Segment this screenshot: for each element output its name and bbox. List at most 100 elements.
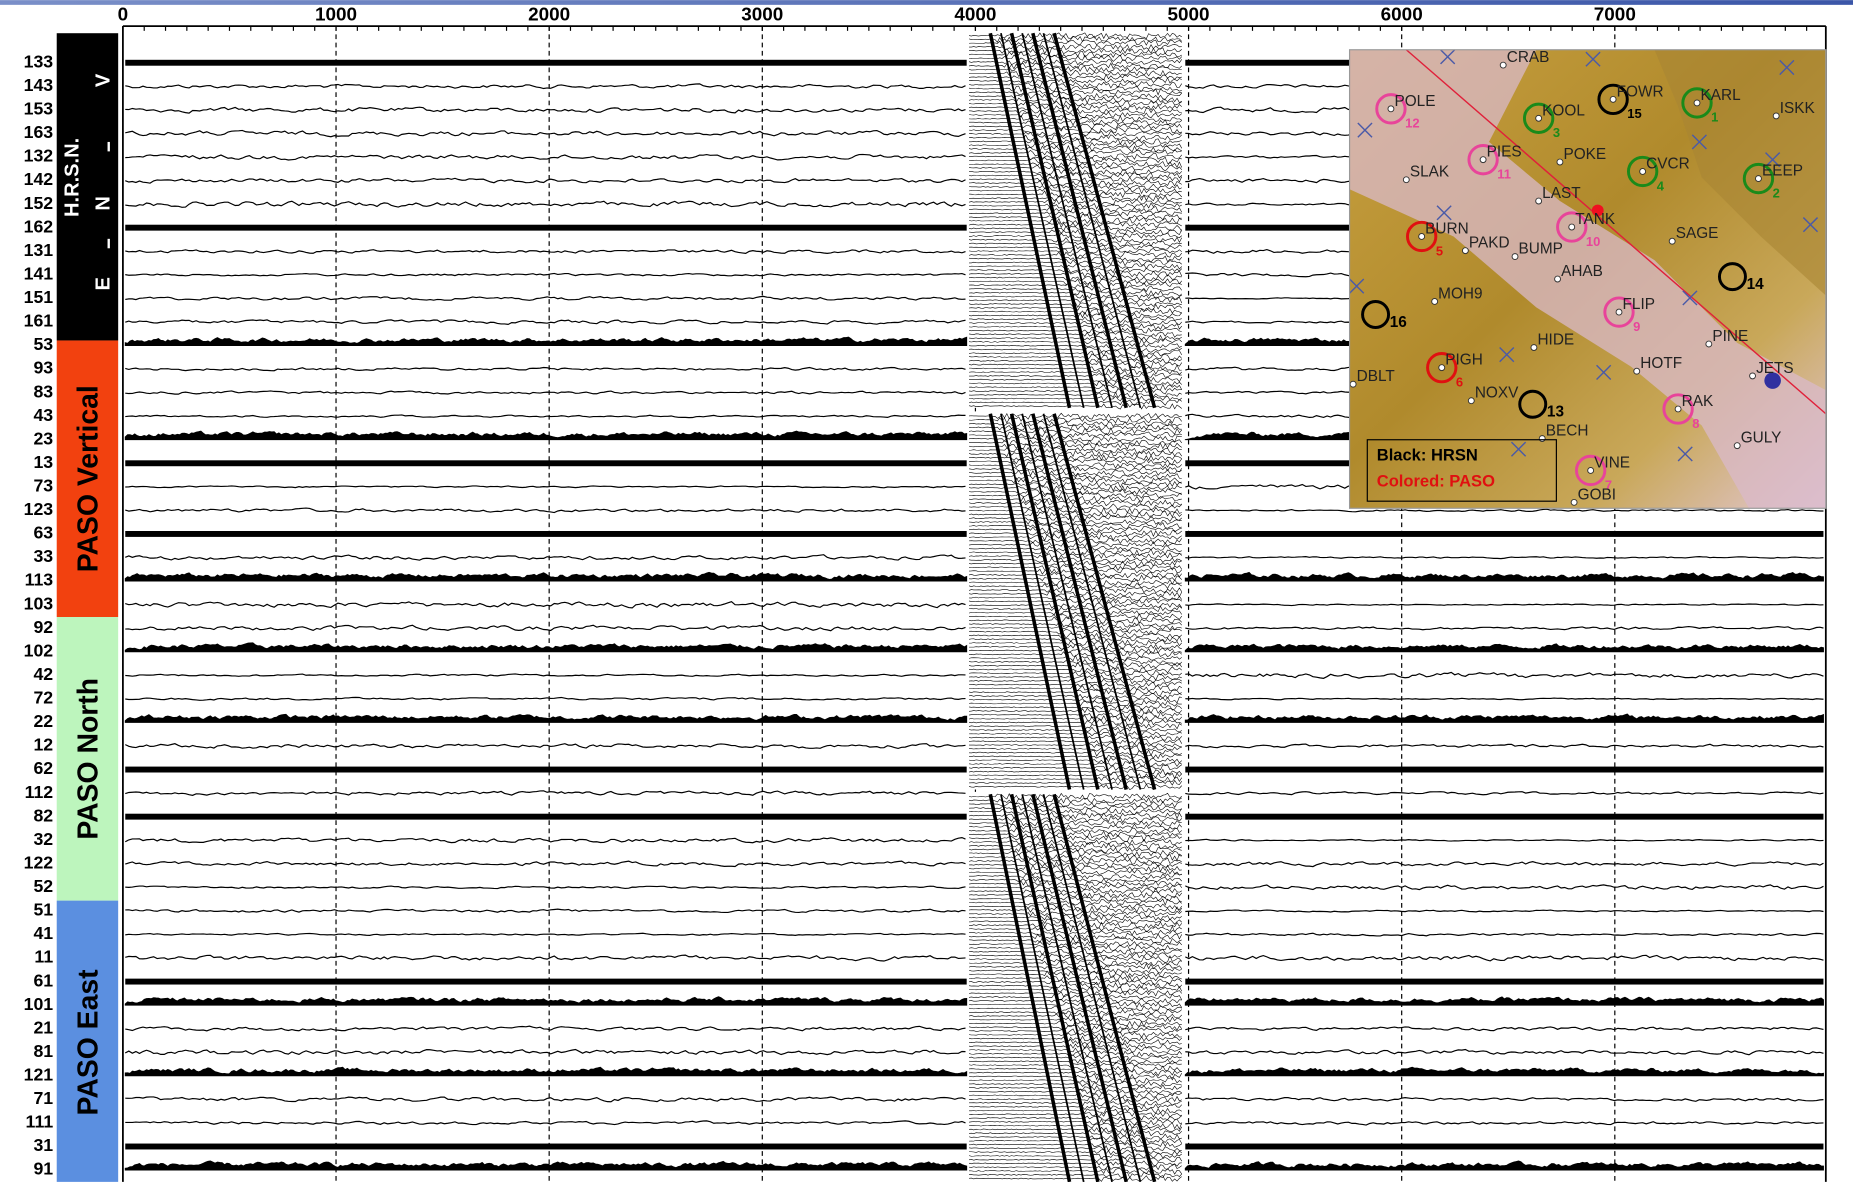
station — [1536, 115, 1542, 121]
station-number: 2 — [1773, 185, 1780, 200]
station-number: 5 — [1436, 243, 1443, 258]
trace — [125, 1026, 965, 1031]
group-label: PASO North — [72, 678, 104, 840]
station — [1555, 276, 1561, 282]
station-name: EEEP — [1762, 163, 1803, 180]
station — [1640, 169, 1646, 175]
trace — [1185, 509, 1823, 512]
trace — [125, 368, 965, 371]
station-name: AHAB — [1561, 263, 1603, 280]
trace-label: 141 — [24, 263, 54, 283]
trace — [1185, 997, 1823, 1005]
station-name: HOTF — [1640, 355, 1682, 372]
trace-label: 71 — [33, 1088, 53, 1108]
station-name: GOBI — [1578, 486, 1616, 503]
station — [1462, 248, 1468, 254]
station-number: 6 — [1456, 374, 1463, 389]
trace-label: 151 — [24, 287, 54, 307]
trace — [1185, 933, 1823, 936]
station — [1419, 234, 1425, 240]
x-tick-label: 1000 — [315, 4, 357, 25]
trace-label: 82 — [33, 805, 53, 825]
trace — [125, 130, 965, 136]
station-name: POLE — [1394, 93, 1435, 110]
x-tick-label: 0 — [118, 4, 129, 25]
trace — [1185, 1067, 1823, 1076]
trace-label: 93 — [33, 358, 53, 378]
trace — [1185, 644, 1823, 652]
trace-label: 12 — [33, 735, 53, 755]
trace — [125, 838, 965, 843]
station-name: JETS — [1756, 360, 1794, 377]
trace — [1185, 1098, 1823, 1102]
station — [1403, 177, 1409, 183]
trace-label: 81 — [33, 1041, 53, 1061]
trace — [1185, 744, 1823, 748]
trace — [125, 296, 965, 300]
station — [1557, 159, 1563, 165]
trace-label: 73 — [33, 476, 53, 496]
map: CRABPOLE12KOOL3FOWR15KARL1ISKKPIES11POKE… — [1350, 49, 1826, 508]
trace-label: 53 — [33, 334, 53, 354]
station — [1750, 373, 1756, 379]
trace — [125, 154, 965, 160]
trace — [125, 460, 966, 466]
trace — [125, 625, 965, 630]
trace — [125, 1067, 966, 1076]
trace-label: 131 — [24, 240, 54, 260]
trace — [125, 1144, 966, 1150]
trace — [1185, 767, 1823, 773]
trace-label: 132 — [24, 146, 54, 166]
trace-label: 13 — [33, 452, 53, 472]
trace — [125, 431, 966, 440]
station-name: PINE — [1712, 328, 1748, 345]
trace — [1185, 1144, 1823, 1150]
trace — [125, 767, 966, 773]
trace-label: 153 — [24, 99, 54, 119]
trace — [125, 250, 965, 254]
station — [1536, 198, 1542, 204]
component-label: V — [92, 73, 114, 87]
station-number: 4 — [1657, 178, 1665, 193]
legend-entry: Colored: PASO — [1377, 472, 1495, 491]
trace — [1185, 531, 1823, 537]
x-tick-label: 2000 — [528, 4, 570, 25]
trace — [125, 714, 966, 722]
trace-label: 31 — [33, 1135, 53, 1155]
station — [1675, 406, 1681, 412]
station — [1571, 499, 1577, 505]
station-name: PIGH — [1445, 352, 1483, 369]
trace — [1185, 814, 1823, 820]
trace-label: 163 — [24, 122, 54, 142]
trace — [125, 273, 965, 275]
trace — [1185, 698, 1823, 700]
station — [1694, 100, 1700, 106]
trace-label: 72 — [33, 688, 53, 708]
station-number: 9 — [1633, 319, 1640, 334]
station-number: 12 — [1405, 116, 1419, 131]
trace-label: 112 — [25, 782, 54, 802]
trace — [1185, 627, 1823, 630]
station-name: MOH9 — [1438, 285, 1482, 302]
trace-label: 92 — [33, 617, 53, 637]
trace — [125, 861, 965, 866]
trace — [1185, 1027, 1823, 1031]
station-name: CRAB — [1507, 49, 1550, 66]
trace-label: 32 — [33, 829, 53, 849]
trace — [1185, 1050, 1823, 1055]
trace — [1185, 885, 1823, 890]
station-name: DBLT — [1357, 368, 1396, 385]
top-bar — [0, 0, 1853, 5]
station-name: SLAK — [1410, 164, 1450, 181]
station-name: VINE — [1594, 454, 1630, 471]
trace — [125, 955, 965, 961]
trace — [125, 391, 965, 394]
station-name: POKE — [1563, 146, 1606, 163]
trace-label: 102 — [24, 640, 54, 660]
trace-label: 142 — [24, 169, 54, 189]
trace-label: 22 — [33, 711, 53, 731]
station — [1439, 365, 1445, 371]
trace-label: 123 — [24, 499, 54, 519]
station-name: KOOL — [1542, 102, 1585, 119]
trace — [1185, 839, 1823, 841]
